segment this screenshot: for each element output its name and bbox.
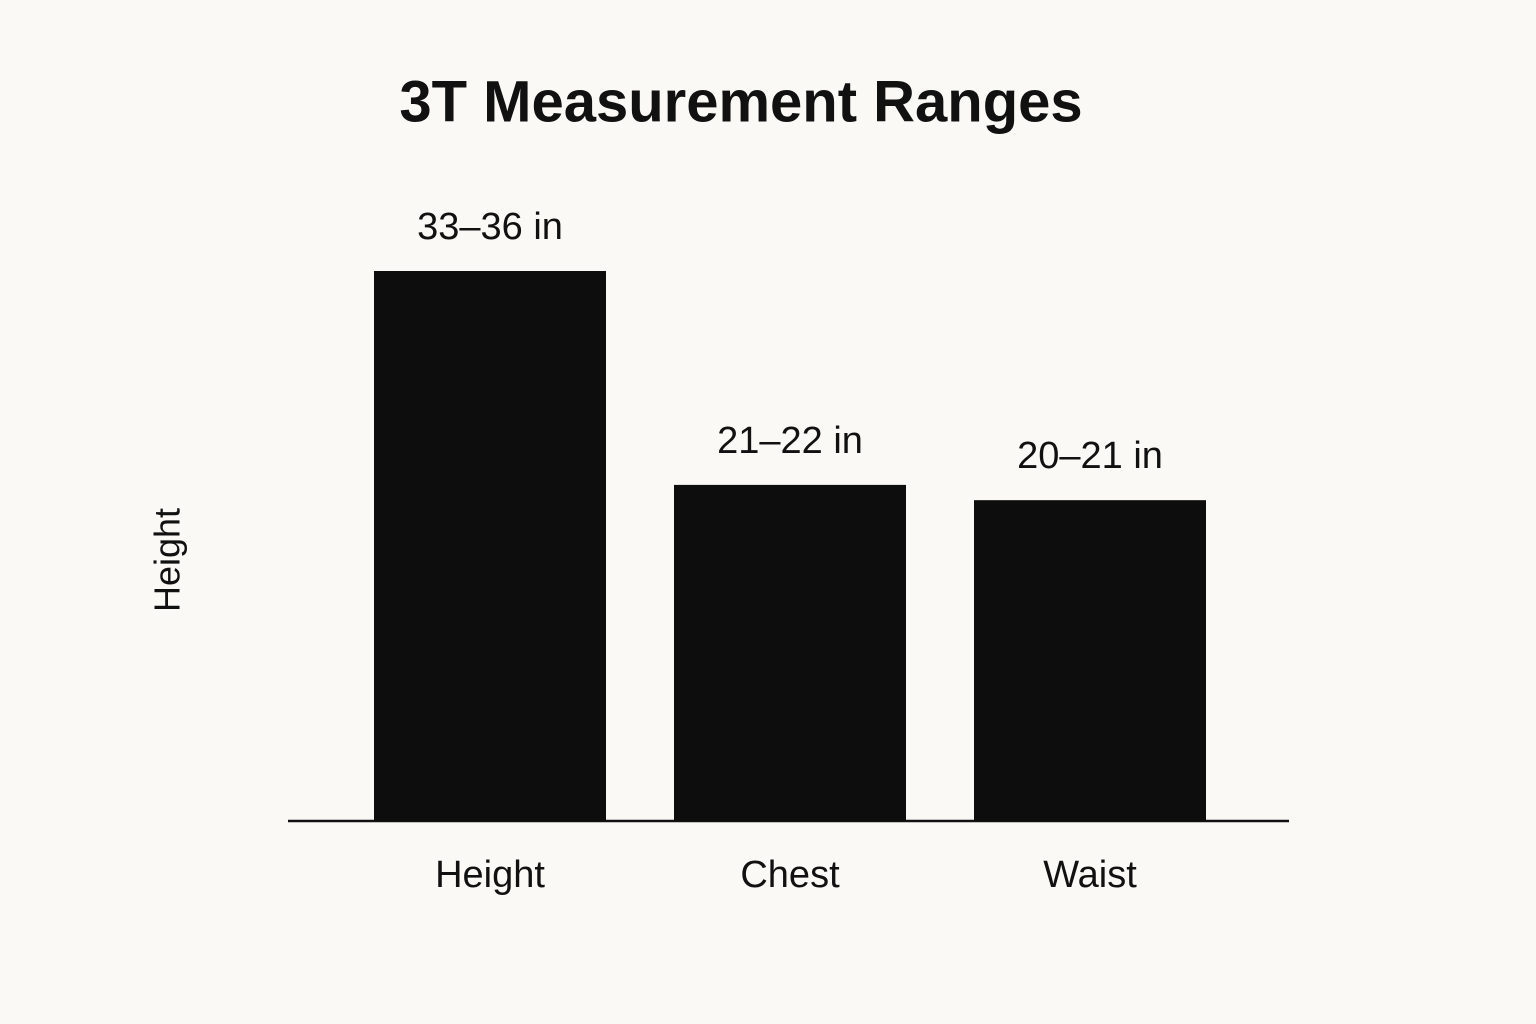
value-label: 33–36 in — [417, 206, 563, 248]
value-label: 21–22 in — [717, 420, 863, 462]
value-label: 20–21 in — [1017, 435, 1163, 477]
x-tick-label: Chest — [740, 854, 840, 896]
bar — [674, 484, 906, 821]
y-axis-label: Height — [147, 508, 188, 612]
chart-title: 3T Measurement Ranges — [399, 69, 1082, 134]
bar — [374, 271, 606, 821]
bar — [974, 500, 1206, 821]
x-tick-label: Waist — [1043, 854, 1137, 896]
x-tick-label: Height — [435, 854, 545, 896]
